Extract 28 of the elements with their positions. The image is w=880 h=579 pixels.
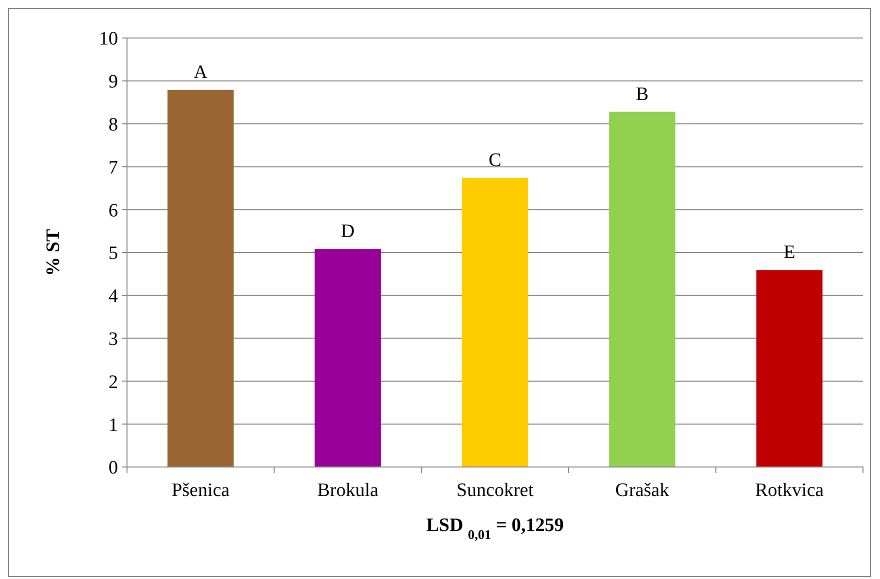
y-tick-label: 3 — [108, 328, 118, 350]
x-tick-label: Rotkvica — [755, 480, 824, 501]
x-tick-label: Pšenica — [172, 480, 230, 501]
y-tick-label: 7 — [108, 157, 118, 178]
y-tick-label: 2 — [108, 372, 118, 393]
bar — [756, 270, 823, 467]
x-axis-title: LSD $_{0,01}$ = 0,1259 — [426, 515, 564, 542]
annotation: D — [340, 221, 355, 242]
annotation: A — [194, 62, 208, 83]
y-tick-label: 10 — [99, 28, 118, 50]
x-tick-label: Suncokret — [456, 480, 534, 501]
bar — [609, 112, 676, 467]
x-tick-label: Grašak — [615, 480, 670, 501]
annotation: B — [636, 84, 649, 105]
y-tick-label: 0 — [108, 458, 118, 479]
annotation: C — [488, 150, 502, 171]
annotation: E — [784, 242, 796, 264]
bar — [167, 90, 234, 467]
bar — [314, 249, 381, 467]
y-tick-label: 5 — [108, 243, 118, 264]
y-tick-label: 8 — [108, 114, 118, 136]
y-tick-label: 4 — [108, 286, 118, 308]
y-tick-label: 9 — [108, 72, 118, 93]
y-tick-label: 6 — [108, 200, 118, 222]
y-axis-title: % ST — [43, 228, 64, 276]
bar — [462, 178, 528, 467]
y-tick-label: 1 — [108, 414, 118, 436]
x-tick-label: Brokula — [317, 480, 379, 501]
